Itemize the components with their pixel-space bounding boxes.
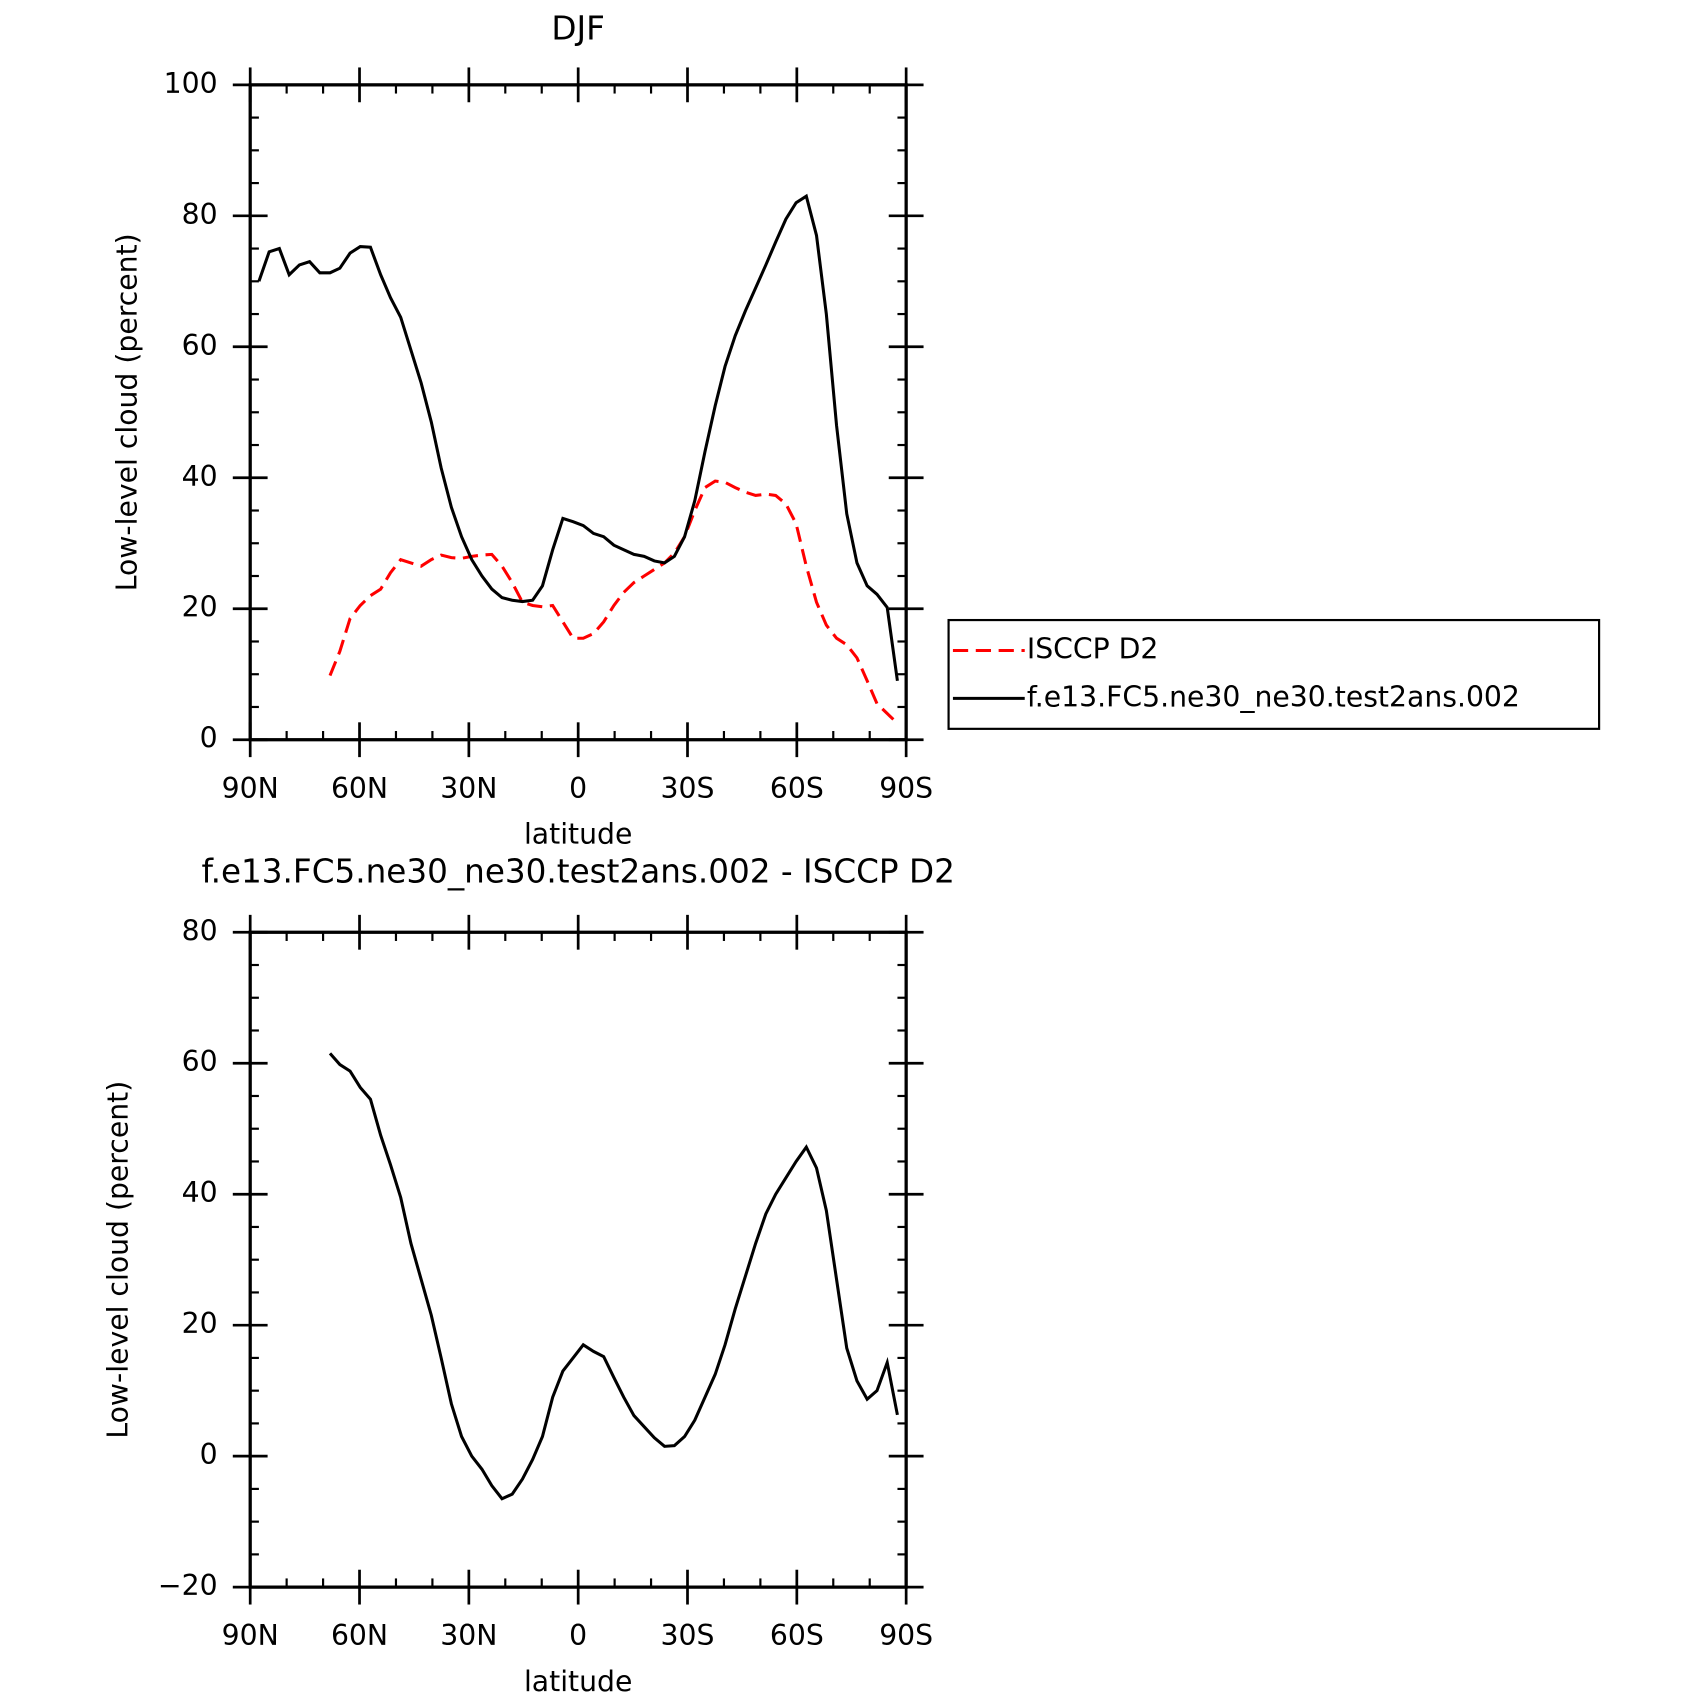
- legend-label: f.e13.FC5.ne30_ne30.test2ans.002: [1027, 680, 1520, 713]
- y-tick-label: 20: [182, 591, 218, 624]
- x-tick-label: 90N: [222, 772, 279, 805]
- legend-label: ISCCP D2: [1027, 633, 1159, 666]
- x-tick-label: 60S: [770, 1619, 824, 1652]
- y-tick-label: 60: [182, 329, 218, 362]
- chart-title: f.e13.FC5.ne30_ne30.test2ans.002 - ISCCP…: [201, 853, 954, 891]
- x-tick-label: 60N: [331, 1619, 388, 1652]
- x-tick-label: 90S: [879, 772, 933, 805]
- x-tick-label: 90S: [879, 1619, 933, 1652]
- x-tick-label: 0: [569, 772, 587, 805]
- y-axis-label: Low-level cloud (percent): [110, 233, 143, 591]
- y-tick-label: 60: [182, 1045, 218, 1078]
- y-tick-label: −20: [158, 1569, 218, 1602]
- series-line: [257, 193, 899, 681]
- legend-box: [947, 618, 1601, 730]
- y-tick-label: 0: [200, 722, 218, 755]
- y-tick-label: 40: [182, 1176, 218, 1209]
- y-tick-label: 80: [182, 914, 218, 947]
- y-tick-label: 100: [164, 67, 218, 100]
- x-tick-label: 30N: [440, 772, 497, 805]
- x-tick-label: 30S: [661, 1619, 715, 1652]
- x-tick-label: 0: [569, 1619, 587, 1652]
- y-tick-label: 80: [182, 198, 218, 231]
- series-line: [328, 479, 899, 725]
- x-tick-label: 60S: [770, 772, 824, 805]
- x-tick-label: 90N: [222, 1619, 279, 1652]
- x-axis-label: latitude: [524, 1665, 632, 1697]
- y-tick-label: 0: [200, 1438, 218, 1471]
- x-tick-label: 30S: [661, 772, 715, 805]
- plot-frame: [248, 83, 908, 742]
- x-axis-label: latitude: [524, 817, 632, 850]
- x-tick-label: 30N: [440, 1619, 497, 1652]
- chart-title: DJF: [551, 9, 605, 47]
- y-tick-label: 40: [182, 460, 218, 493]
- x-tick-label: 60N: [331, 772, 388, 805]
- y-axis-label: Low-level cloud (percent): [102, 1081, 135, 1439]
- plot-frame: [248, 930, 908, 1589]
- series-line: [328, 1052, 899, 1501]
- y-tick-label: 20: [182, 1307, 218, 1340]
